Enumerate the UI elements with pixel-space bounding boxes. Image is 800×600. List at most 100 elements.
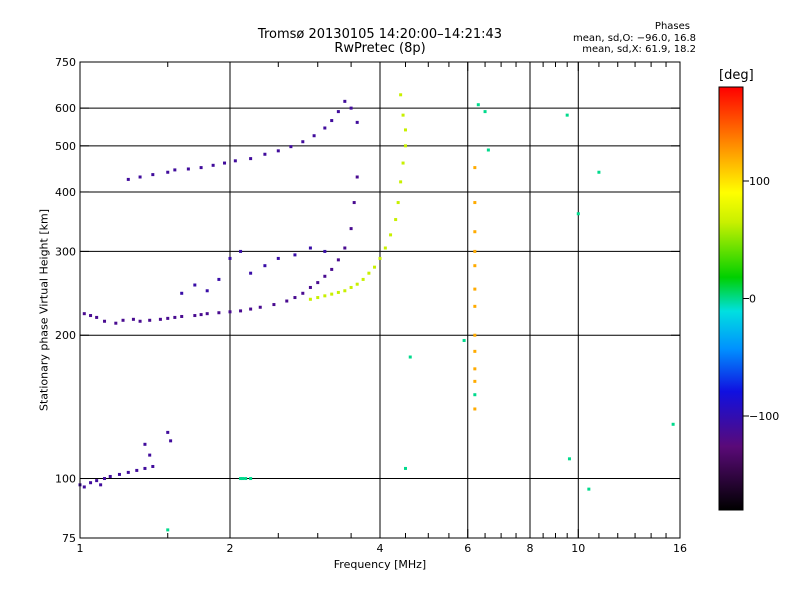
x-tick-label: 8 (527, 542, 534, 555)
echo-point (126, 177, 130, 181)
echo-point (378, 256, 382, 260)
echo-point (193, 314, 197, 318)
echo-point (389, 233, 393, 237)
echo-point (330, 119, 334, 123)
echo-point (173, 315, 177, 319)
echo-point (355, 282, 359, 286)
y-tick-label: 300 (55, 245, 76, 258)
echo-point (473, 287, 477, 291)
echo-point (223, 161, 227, 165)
echo-point (205, 289, 209, 293)
echo-point (151, 464, 155, 468)
echo-point (249, 307, 253, 311)
echo-point (301, 291, 305, 295)
echo-point (330, 267, 334, 271)
echo-point (82, 485, 86, 489)
echo-point (308, 246, 312, 250)
echo-point (148, 453, 152, 457)
echo-point (383, 246, 387, 250)
echo-point (272, 303, 276, 307)
echo-point (473, 264, 477, 268)
echo-point (316, 281, 320, 285)
echo-point (567, 457, 571, 461)
echo-point (343, 246, 347, 250)
echo-point (244, 477, 248, 481)
colorbar (718, 86, 744, 511)
x-tick-label: 4 (377, 542, 384, 555)
echo-point (211, 163, 215, 167)
echo-point (228, 256, 232, 260)
echo-point (323, 294, 327, 298)
echo-point (217, 311, 221, 315)
echo-point (151, 173, 155, 177)
echo-point (131, 317, 135, 321)
phases-o-mean-sd: mean, sd,O: −96.0, 16.8 (573, 33, 696, 44)
echo-point (205, 312, 209, 316)
echo-point (228, 310, 232, 314)
echo-point (473, 379, 477, 383)
echo-point (401, 161, 405, 165)
echo-point (403, 466, 407, 470)
echo-point (285, 299, 289, 303)
echo-point (312, 134, 316, 138)
echo-point (180, 291, 184, 295)
y-tick-label: 200 (55, 329, 76, 342)
echo-point (565, 113, 569, 117)
echo-point (99, 483, 103, 487)
echo-point (239, 249, 243, 253)
echo-point (349, 285, 353, 289)
echo-point (336, 258, 340, 262)
echo-point (330, 292, 334, 296)
echo-point (89, 314, 93, 318)
echo-point (355, 175, 359, 179)
echo-point (276, 256, 280, 260)
echo-point (396, 201, 400, 205)
echo-point (199, 313, 203, 317)
echo-point (158, 317, 162, 321)
echo-point (355, 120, 359, 124)
echo-point (173, 168, 177, 172)
x-tick-label: 16 (673, 542, 687, 555)
colorbar-tick-label: −100 (749, 410, 779, 423)
echo-point (323, 126, 327, 130)
echo-point (587, 487, 591, 491)
x-tick-label: 2 (227, 542, 234, 555)
echo-point (473, 333, 477, 337)
echo-point (308, 285, 312, 289)
echo-point (117, 472, 121, 476)
echo-point (199, 166, 203, 170)
echo-point (336, 290, 340, 294)
echo-point (473, 230, 477, 234)
echo-point (473, 393, 477, 397)
chart-title: Tromsø 20130105 14:20:00–14:21:43 (257, 27, 503, 42)
echo-point (367, 271, 371, 275)
echo-point (316, 296, 320, 300)
echo-point (473, 367, 477, 371)
y-tick-label: 400 (55, 186, 76, 199)
echo-point (263, 152, 267, 156)
echo-point (403, 144, 407, 148)
echo-point (180, 314, 184, 318)
colorbar-unit: [deg] (719, 68, 754, 83)
echo-point (473, 166, 477, 170)
echo-point (186, 167, 190, 171)
echo-point (343, 99, 347, 103)
echo-point (169, 439, 173, 443)
echo-point (233, 159, 237, 163)
echo-point (239, 477, 243, 481)
echo-point (95, 479, 99, 483)
echo-point (289, 145, 293, 149)
x-tick-label: 10 (571, 542, 585, 555)
echo-point (403, 128, 407, 132)
x-axis-label: Frequency [MHz] (333, 558, 427, 571)
echo-point (323, 274, 327, 278)
echo-point (671, 422, 675, 426)
echo-point (323, 249, 327, 253)
echo-point (138, 319, 142, 323)
y-tick-label: 500 (55, 140, 76, 153)
echo-point (343, 289, 347, 293)
echo-point (301, 140, 305, 144)
echo-point (293, 253, 297, 257)
echo-point (473, 304, 477, 308)
